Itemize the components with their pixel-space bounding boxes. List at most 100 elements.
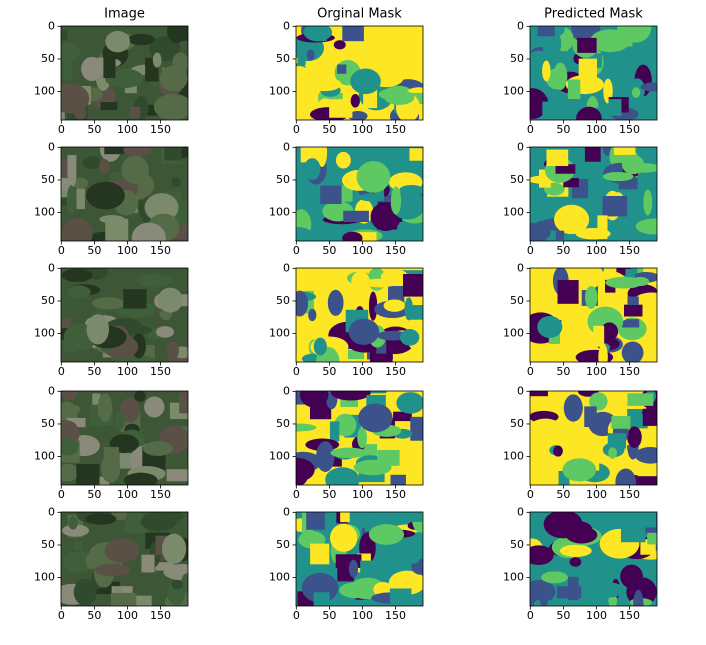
image-region — [313, 337, 327, 356]
image-region — [611, 416, 631, 429]
image-region — [351, 271, 370, 292]
image-region — [633, 589, 644, 606]
image-region — [62, 317, 71, 339]
image-content — [61, 391, 188, 485]
x-tick-label: 0 — [293, 609, 300, 622]
axes-frame — [60, 511, 189, 607]
panel: 0 50 100 150 0 50 100 — [503, 140, 658, 257]
image-region — [399, 329, 420, 346]
x-tick-label: 150 — [619, 365, 640, 378]
image-region — [376, 340, 387, 354]
image-region — [561, 599, 588, 606]
image-region — [155, 562, 175, 571]
y-tick-label: 50 — [41, 52, 55, 65]
image-content — [296, 147, 423, 241]
panel: 0 50 100 150 0 50 100 Image — [34, 7, 189, 136]
y-tick-label: 50 — [510, 538, 524, 551]
panel: 0 50 100 150 0 50 100 — [503, 505, 658, 622]
image-region — [376, 34, 397, 43]
image-region — [335, 151, 351, 169]
y-tick-label: 0 — [48, 384, 55, 397]
x-tick-label: 0 — [527, 244, 534, 257]
image-region — [541, 571, 568, 584]
image-region — [563, 178, 579, 188]
image-region — [303, 158, 321, 181]
axes-frame — [529, 267, 658, 363]
image-region — [81, 56, 103, 81]
y-tick-label: 0 — [517, 384, 524, 397]
axes-frame — [529, 511, 658, 607]
image-region — [584, 285, 598, 309]
axes-frame — [60, 146, 189, 242]
x-tick-label: 0 — [58, 123, 65, 136]
image-region — [316, 441, 335, 472]
x-tick-label: 50 — [556, 244, 570, 257]
axes-frame — [295, 267, 424, 363]
x-tick-label: 150 — [619, 244, 640, 257]
image-region — [340, 512, 350, 523]
image-region — [95, 563, 131, 577]
image-region — [310, 543, 330, 565]
image-region — [97, 393, 113, 422]
image-region — [76, 188, 85, 210]
axes-frame — [60, 390, 189, 486]
image-region — [308, 308, 317, 322]
panel-title: Image — [104, 7, 145, 22]
x-tick-label: 150 — [150, 244, 171, 257]
image-region — [621, 341, 644, 362]
image-region — [159, 65, 188, 92]
image-region — [300, 147, 319, 163]
image-region — [567, 79, 581, 99]
image-region — [180, 573, 188, 593]
image-region — [61, 437, 79, 456]
image-region — [613, 147, 636, 155]
image-region — [317, 147, 328, 167]
x-tick-label: 50 — [322, 609, 336, 622]
image-region — [296, 66, 313, 95]
axes-frame — [295, 146, 424, 242]
x-tick-label: 100 — [117, 244, 138, 257]
image-region — [100, 102, 118, 111]
x-tick-label: 100 — [352, 244, 373, 257]
image-region — [358, 193, 385, 202]
image-region — [131, 222, 166, 241]
image-region — [618, 177, 638, 190]
image-region — [169, 26, 188, 42]
panel: 0 50 100 150 0 50 100 — [503, 384, 658, 501]
image-region — [171, 177, 181, 188]
panel: 0 50 100 150 0 50 100 — [269, 261, 424, 378]
y-tick-label: 0 — [48, 19, 55, 32]
image-region — [542, 101, 557, 120]
x-tick-label: 150 — [385, 488, 406, 501]
image-region — [562, 458, 597, 482]
y-tick-label: 100 — [269, 450, 290, 463]
image-region — [109, 171, 124, 181]
image-region — [144, 396, 165, 418]
image-region — [563, 394, 583, 422]
y-tick-label: 0 — [283, 505, 290, 518]
image-region — [61, 83, 90, 114]
image-region — [608, 447, 618, 459]
x-tick-label: 100 — [586, 488, 607, 501]
y-tick-label: 0 — [48, 505, 55, 518]
image-region — [405, 553, 420, 564]
y-tick-label: 100 — [269, 327, 290, 340]
image-region — [100, 453, 121, 483]
x-tick-label: 150 — [385, 244, 406, 257]
image-region — [121, 155, 149, 184]
y-tick-label: 100 — [503, 206, 524, 219]
image-region — [142, 441, 173, 456]
image-region — [404, 297, 413, 321]
x-tick-label: 0 — [293, 365, 300, 378]
image-region — [537, 26, 555, 37]
image-region — [92, 393, 101, 406]
y-tick-label: 50 — [41, 538, 55, 551]
axes-frame — [295, 25, 424, 121]
y-tick-label: 0 — [517, 505, 524, 518]
image-region — [645, 456, 655, 472]
panel-title: Orginal Mask — [317, 7, 402, 22]
x-tick-label: 50 — [87, 123, 101, 136]
image-region — [61, 104, 65, 120]
image-region — [352, 147, 372, 165]
y-tick-label: 100 — [34, 450, 55, 463]
